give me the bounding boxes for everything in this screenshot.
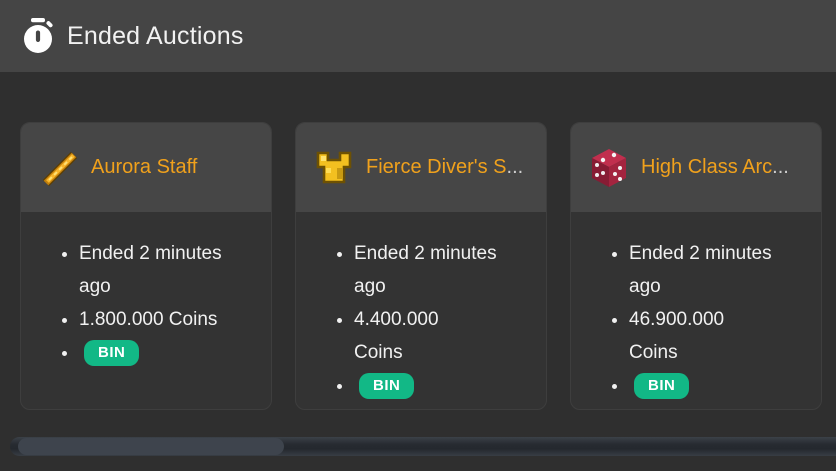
staff-icon	[42, 151, 78, 186]
price: 4.400.000 Coins	[354, 303, 532, 369]
item-title-text: Fierce Diver's S	[366, 156, 507, 178]
ended-time: Ended 2 minutes ago	[629, 237, 807, 303]
auction-card[interactable]: Fierce Diver's S... Ended 2 minutes ago …	[295, 122, 547, 410]
red-dice-icon	[592, 148, 626, 187]
item-title-text: High Class Arc	[641, 156, 773, 178]
ended-time: Ended 2 minutes ago	[79, 237, 257, 303]
bin-item: BIN	[79, 336, 257, 369]
bin-badge: BIN	[634, 372, 690, 399]
item-title-text: Aurora Staff	[91, 156, 198, 178]
auction-details-list: Ended 2 minutes ago 46.900.000 Coins BIN	[571, 237, 807, 402]
price: 46.900.000 Coins	[629, 303, 807, 369]
gold-chestplate-icon	[316, 151, 352, 183]
item-title: Fierce Diver's S...	[366, 156, 536, 179]
stopwatch-icon	[24, 18, 53, 53]
card-header: Fierce Diver's S...	[296, 123, 546, 212]
cards-row: Aurora Staff Ended 2 minutes ago 1.800.0…	[20, 122, 822, 410]
ended-time: Ended 2 minutes ago	[354, 237, 532, 303]
bin-item: BIN	[354, 369, 532, 402]
item-title: Aurora Staff	[91, 156, 261, 179]
card-body: Ended 2 minutes ago 4.400.000 Coins BIN	[296, 212, 546, 402]
auction-details-list: Ended 2 minutes ago 1.800.000 Coins BIN	[21, 237, 257, 369]
header-bar: Ended Auctions	[0, 0, 836, 72]
item-title: High Class Arc...	[641, 156, 811, 179]
bin-badge: BIN	[359, 372, 415, 399]
card-header: High Class Arc...	[571, 123, 821, 212]
auction-card[interactable]: High Class Arc... Ended 2 minutes ago 46…	[570, 122, 822, 410]
price: 1.800.000 Coins	[79, 303, 257, 336]
bin-item: BIN	[629, 369, 807, 402]
page-title: Ended Auctions	[67, 21, 244, 50]
card-body: Ended 2 minutes ago 46.900.000 Coins BIN	[571, 212, 821, 402]
bin-badge: BIN	[84, 339, 140, 366]
title-ellipsis: ...	[506, 156, 524, 178]
horizontal-scrollbar-thumb[interactable]	[18, 438, 284, 455]
card-body: Ended 2 minutes ago 1.800.000 Coins BIN	[21, 212, 271, 369]
card-header: Aurora Staff	[21, 123, 271, 212]
title-ellipsis: ...	[772, 156, 789, 178]
auction-details-list: Ended 2 minutes ago 4.400.000 Coins BIN	[296, 237, 532, 402]
auction-card[interactable]: Aurora Staff Ended 2 minutes ago 1.800.0…	[20, 122, 272, 410]
